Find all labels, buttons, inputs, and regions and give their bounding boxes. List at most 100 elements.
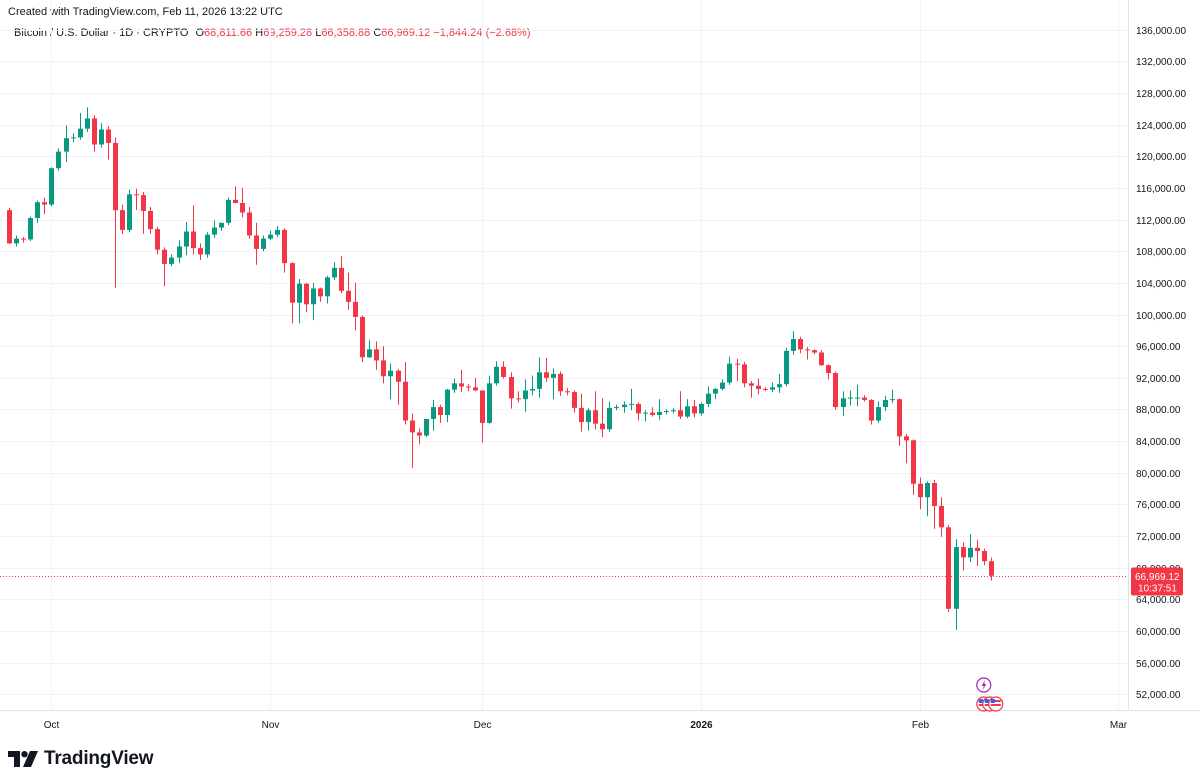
candle-down [290, 262, 295, 324]
candle-down [565, 388, 570, 396]
candle-down [410, 413, 415, 468]
candle-body [833, 373, 838, 408]
candle-up [855, 384, 860, 407]
candle-body [85, 118, 90, 129]
candle-body [198, 248, 203, 255]
candle-up [791, 331, 796, 355]
candle-down [247, 206, 252, 239]
candle-body [28, 218, 33, 240]
y-tick-label: 96,000.00 [1136, 342, 1181, 353]
candle-body [346, 290, 351, 302]
candle-down [544, 358, 549, 382]
candle-up [85, 107, 90, 132]
candle-body [586, 410, 591, 423]
candle-body [177, 246, 182, 258]
y-tick-label: 72,000.00 [1136, 532, 1181, 543]
candle-down [42, 197, 47, 215]
candle-body [678, 410, 683, 417]
high-label: H [255, 27, 264, 39]
y-tick-label: 132,000.00 [1136, 57, 1186, 68]
candle-up [325, 275, 330, 304]
candle-up [706, 386, 711, 408]
candle-body [35, 202, 40, 219]
lightning-glyph [981, 680, 987, 690]
candle-body [381, 360, 386, 377]
candle-down [989, 557, 994, 581]
candle-up [848, 390, 853, 406]
y-tick-label: 88,000.00 [1136, 405, 1181, 416]
candle-body [275, 229, 280, 235]
candle-up [184, 222, 189, 256]
candle-body [71, 137, 76, 139]
candle-body [184, 231, 189, 247]
candle-body [205, 234, 210, 255]
flag-stripe [990, 704, 1001, 706]
candle-down [403, 362, 408, 425]
candle-down [918, 477, 923, 510]
candle-body [742, 364, 747, 384]
y-tick-label: 116,000.00 [1136, 184, 1186, 195]
candle-body [727, 363, 732, 383]
candle-up [64, 125, 69, 162]
candle-body [890, 399, 895, 401]
candles-layer [7, 107, 994, 631]
candle-body [918, 483, 923, 498]
candle-down [579, 393, 584, 432]
candle-body [353, 301, 358, 317]
price-chart[interactable]: Oct Nov Dec 2026 Feb Mar 52,000.00 56,000.00 60… [0, 0, 1200, 745]
candle-body [629, 403, 634, 405]
candle-down [353, 282, 358, 331]
candle-up [784, 347, 789, 387]
candle-body [141, 195, 146, 211]
close-label: C [373, 27, 382, 39]
candle-up [954, 539, 959, 631]
candle-down [396, 369, 401, 405]
flag-canton [984, 699, 989, 703]
candle-body [558, 373, 563, 392]
candle-body [869, 399, 874, 421]
candle-body [452, 383, 457, 390]
candle-up [876, 401, 881, 423]
candle-down [318, 287, 323, 302]
candle-down [282, 228, 287, 273]
candle-down [819, 350, 824, 366]
tradingview-brand[interactable]: TradingView [8, 748, 154, 770]
candle-body [311, 288, 316, 305]
candle-body [685, 406, 690, 417]
candle-body [777, 384, 782, 388]
candle-down [501, 361, 506, 379]
y-tick-label: 100,000.00 [1136, 311, 1186, 322]
candle-body [396, 370, 401, 382]
candle-body [78, 128, 83, 138]
candle-body [939, 505, 944, 528]
candle-body [212, 227, 217, 235]
candle-down [254, 222, 259, 265]
candle-down [417, 428, 422, 445]
candle-down [438, 404, 443, 423]
candle-down [191, 205, 196, 255]
candle-body [21, 238, 26, 240]
candle-down [466, 384, 471, 392]
candle-up [777, 373, 782, 393]
candle-up [523, 379, 528, 412]
candle-body [226, 199, 231, 223]
candle-up [332, 262, 337, 280]
candle-up [664, 409, 669, 415]
candle-down [198, 243, 203, 260]
candle-body [49, 168, 54, 205]
candle-up [530, 375, 535, 396]
brand-name: TradingView [44, 748, 154, 769]
x-tick-label: Mar [1110, 720, 1128, 731]
candle-body [113, 142, 118, 211]
candle-body [219, 222, 224, 228]
candle-up [424, 418, 429, 438]
candle-up [78, 112, 83, 140]
candle-body [325, 277, 330, 297]
candle-body [360, 316, 365, 358]
candle-body [699, 403, 704, 414]
candle-body [466, 386, 471, 388]
candle-body [932, 483, 937, 506]
candle-up [445, 388, 450, 423]
price-axis: 52,000.0056,000.0060,000.0064,000.0068,0… [1128, 0, 1186, 710]
candle-body [862, 397, 867, 400]
